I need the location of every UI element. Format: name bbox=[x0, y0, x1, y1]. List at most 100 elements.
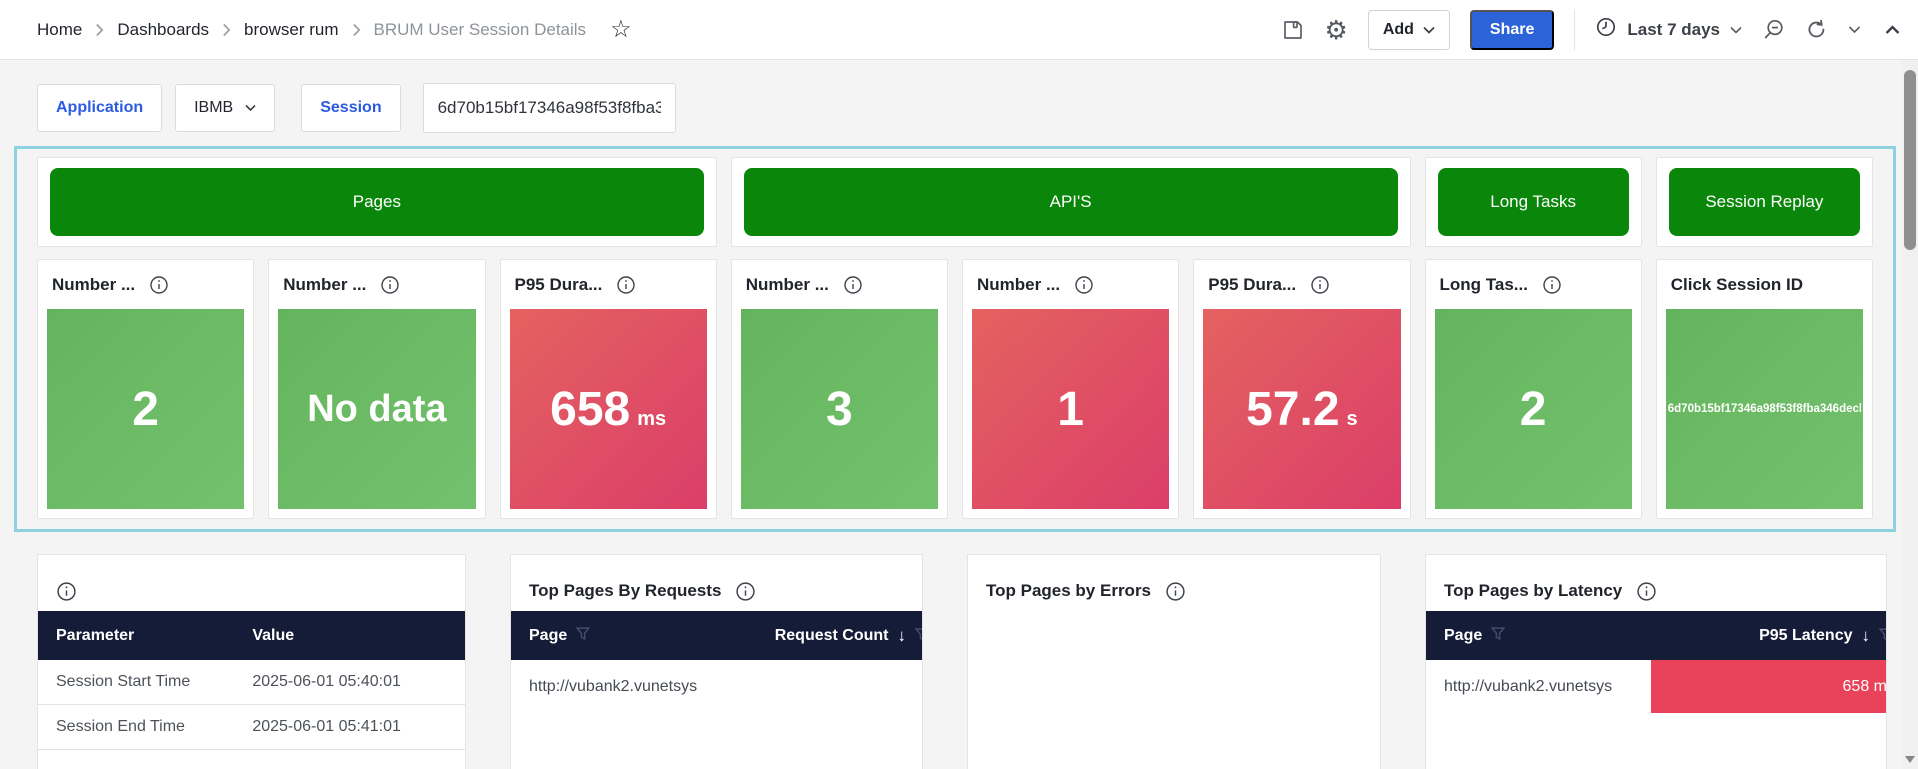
breadcrumb: Home Dashboards browser rum BRUM User Se… bbox=[37, 20, 586, 40]
favorite-star-icon[interactable]: ☆ bbox=[610, 15, 632, 43]
info-icon[interactable] bbox=[1165, 581, 1186, 602]
metric-card: Number ... 1 bbox=[962, 259, 1180, 519]
top-pages-latency-panel: Top Pages by Latency Page P95 Latency ↓ … bbox=[1425, 554, 1887, 769]
scrollbar-thumb[interactable] bbox=[1904, 70, 1916, 250]
application-value: IBMB bbox=[194, 99, 234, 116]
selected-panel-group: Pages API'S Long Tasks Session Replay Nu… bbox=[14, 146, 1896, 532]
apis-button[interactable]: API'S bbox=[743, 168, 1398, 236]
metric-card: Number ... No data bbox=[268, 259, 486, 519]
metric-card: P95 Dura... 57.2 s bbox=[1193, 259, 1411, 519]
scrollbar-down-arrow[interactable] bbox=[1905, 756, 1915, 763]
metric-value: 2 bbox=[1519, 382, 1547, 436]
top-pages-requests-panel: Top Pages By Requests Page Request Count… bbox=[510, 554, 923, 769]
chevron-right-icon bbox=[222, 23, 231, 37]
toolbar-divider bbox=[1574, 8, 1576, 51]
save-icon[interactable] bbox=[1281, 18, 1305, 42]
panel-title: Top Pages By Requests bbox=[529, 581, 722, 600]
breadcrumb-dashboards[interactable]: Dashboards bbox=[117, 19, 210, 39]
info-icon[interactable] bbox=[616, 275, 636, 295]
pages-button[interactable]: Pages bbox=[50, 168, 704, 236]
metric-card: Long Tas... 2 bbox=[1424, 259, 1642, 519]
breadcrumb-home[interactable]: Home bbox=[37, 19, 83, 39]
metric-card: Number ... 2 bbox=[37, 259, 255, 519]
table-row: Session End Time 2025-06-01 05:41:01 bbox=[38, 705, 465, 750]
application-filter-label[interactable]: Application bbox=[37, 84, 163, 132]
time-range-label: Last 7 days bbox=[1627, 19, 1720, 39]
bottom-panels-row: Parameter Value Session Start Time 2025-… bbox=[37, 554, 1893, 769]
metric-value: 3 bbox=[826, 382, 853, 436]
metric-title: P95 Dura... bbox=[1208, 274, 1297, 294]
breadcrumb-browser-rum[interactable]: browser rum bbox=[244, 19, 339, 39]
table-row: Session Start Time 2025-06-01 05:40:01 bbox=[38, 660, 465, 705]
settings-gear-icon[interactable]: ⚙ bbox=[1324, 14, 1348, 45]
info-icon[interactable] bbox=[735, 581, 756, 602]
table-header: Page P95 Latency ↓ bbox=[1426, 611, 1886, 660]
filter-funnel-icon[interactable] bbox=[1878, 628, 1886, 646]
clock-icon bbox=[1595, 16, 1617, 43]
filter-funnel-icon[interactable] bbox=[1490, 626, 1506, 645]
latency-value-cell: 658 ms bbox=[1842, 677, 1886, 695]
column-header-page: Page bbox=[529, 626, 568, 644]
filter-funnel-icon[interactable] bbox=[914, 628, 922, 646]
session-replay-button[interactable]: Session Replay bbox=[1668, 168, 1860, 236]
table-row: http://vubank2.vunetsys 658 ms bbox=[1426, 660, 1886, 713]
application-value-dropdown[interactable]: IBMB bbox=[175, 84, 276, 132]
column-header-p95-latency: P95 Latency bbox=[1759, 626, 1853, 644]
time-range-picker[interactable]: Last 7 days bbox=[1595, 16, 1742, 43]
share-button[interactable]: Share bbox=[1469, 9, 1555, 50]
latency-bar: 658 ms bbox=[1651, 660, 1886, 713]
metric-card: P95 Dura... 658 ms bbox=[499, 259, 717, 519]
metric-card: Number ... 3 bbox=[730, 259, 948, 519]
info-icon[interactable] bbox=[1636, 581, 1657, 602]
metric-title: Number ... bbox=[283, 274, 367, 294]
info-icon[interactable] bbox=[56, 581, 77, 602]
breadcrumb-current-page: BRUM User Session Details bbox=[373, 19, 587, 39]
column-header-value: Value bbox=[252, 626, 295, 644]
refresh-icon[interactable] bbox=[1805, 18, 1828, 41]
metric-value: 57.2 bbox=[1246, 382, 1340, 436]
sort-desc-icon: ↓ bbox=[1861, 625, 1871, 645]
session-filter-label[interactable]: Session bbox=[301, 84, 401, 132]
nav-card-long-tasks: Long Tasks bbox=[1424, 157, 1642, 247]
info-icon[interactable] bbox=[1542, 275, 1562, 295]
metric-value: No data bbox=[307, 387, 447, 430]
value-cell: 2025-06-01 05:41:01 bbox=[252, 718, 401, 735]
top-bar: Home Dashboards browser rum BRUM User Se… bbox=[0, 0, 1918, 60]
zoom-out-icon[interactable] bbox=[1762, 18, 1785, 41]
session-id-value: 6d70b15bf17346a98f53f8fba346decb bbox=[1667, 403, 1861, 415]
chevron-down-icon[interactable] bbox=[1848, 25, 1861, 34]
info-icon[interactable] bbox=[149, 275, 169, 295]
collapse-chevron-up-icon[interactable] bbox=[1885, 24, 1900, 35]
metric-cards-row: Number ... 2 Number ... No data P95 Dura… bbox=[37, 259, 1873, 519]
table-header: Parameter Value bbox=[38, 611, 465, 660]
sort-by-p95-latency[interactable]: P95 Latency ↓ bbox=[1759, 626, 1886, 646]
info-icon[interactable] bbox=[1074, 275, 1094, 295]
metric-card-session-id: Click Session ID 6d70b15bf17346a98f53f8f… bbox=[1655, 259, 1873, 519]
filter-funnel-icon[interactable] bbox=[575, 626, 591, 645]
top-pages-errors-panel: Top Pages by Errors bbox=[967, 554, 1381, 769]
filter-bar: Application IBMB Session bbox=[0, 60, 1918, 146]
section-nav-row: Pages API'S Long Tasks Session Replay bbox=[37, 157, 1873, 247]
metric-title: Number ... bbox=[977, 274, 1061, 294]
metric-title: Number ... bbox=[52, 274, 136, 294]
info-icon[interactable] bbox=[1310, 275, 1330, 295]
nav-card-apis: API'S bbox=[730, 157, 1411, 247]
sort-by-request-count[interactable]: Request Count ↓ bbox=[775, 626, 922, 646]
info-icon[interactable] bbox=[380, 275, 400, 295]
info-icon[interactable] bbox=[843, 275, 863, 295]
session-details-panel: Parameter Value Session Start Time 2025-… bbox=[37, 554, 466, 769]
metric-title: Long Tas... bbox=[1439, 274, 1528, 294]
nav-card-session-replay: Session Replay bbox=[1655, 157, 1873, 247]
parameter-cell: Session Start Time bbox=[56, 673, 191, 690]
metric-title: Number ... bbox=[745, 274, 829, 294]
metric-unit: ms bbox=[637, 407, 667, 430]
vertical-scrollbar bbox=[1902, 60, 1918, 769]
table-row: http://vubank2.vunetsys bbox=[511, 660, 922, 713]
session-id-input[interactable] bbox=[422, 83, 676, 133]
add-button[interactable]: Add bbox=[1367, 9, 1450, 50]
metric-unit: s bbox=[1346, 407, 1358, 430]
topbar-actions: ⚙ Add Share Last 7 days bbox=[1281, 8, 1901, 51]
value-cell: 2025-06-01 05:40:01 bbox=[252, 673, 401, 690]
long-tasks-button[interactable]: Long Tasks bbox=[1437, 168, 1629, 236]
chevron-down-icon bbox=[1423, 21, 1435, 39]
